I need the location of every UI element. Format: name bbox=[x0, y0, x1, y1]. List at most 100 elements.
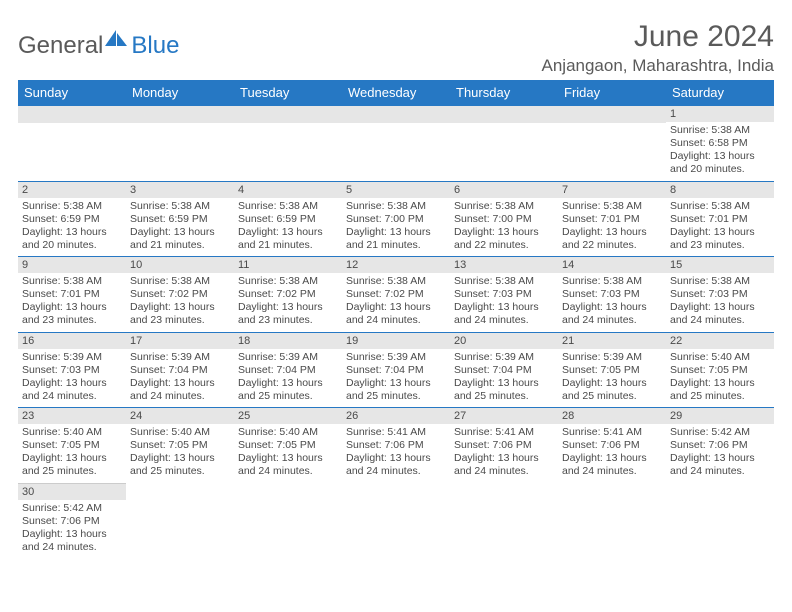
calendar-cell bbox=[450, 483, 558, 558]
calendar-cell bbox=[666, 483, 774, 558]
sunrise-text: Sunrise: 5:38 AM bbox=[562, 200, 662, 213]
sunset-text: Sunset: 7:01 PM bbox=[562, 213, 662, 226]
daynum-blank bbox=[558, 106, 666, 123]
day-header: Friday bbox=[558, 80, 666, 106]
logo-text-blue: Blue bbox=[131, 32, 179, 60]
day-header: Monday bbox=[126, 80, 234, 106]
cell-body: Sunrise: 5:39 AMSunset: 7:04 PMDaylight:… bbox=[450, 349, 558, 408]
sunrise-text: Sunrise: 5:38 AM bbox=[670, 200, 770, 213]
calendar-cell: 13Sunrise: 5:38 AMSunset: 7:03 PMDayligh… bbox=[450, 257, 558, 333]
daylight-text: Daylight: 13 hours and 23 minutes. bbox=[238, 301, 338, 327]
sunset-text: Sunset: 7:03 PM bbox=[562, 288, 662, 301]
cell-body: Sunrise: 5:39 AMSunset: 7:03 PMDaylight:… bbox=[18, 349, 126, 408]
day-number: 20 bbox=[450, 333, 558, 349]
sunrise-text: Sunrise: 5:38 AM bbox=[238, 200, 338, 213]
cell-body: Sunrise: 5:40 AMSunset: 7:05 PMDaylight:… bbox=[234, 424, 342, 483]
day-header: Saturday bbox=[666, 80, 774, 106]
day-number: 21 bbox=[558, 333, 666, 349]
daynum-blank bbox=[18, 106, 126, 123]
sunrise-text: Sunrise: 5:38 AM bbox=[130, 200, 230, 213]
day-number: 6 bbox=[450, 182, 558, 198]
daylight-text: Daylight: 13 hours and 22 minutes. bbox=[454, 226, 554, 252]
day-number: 15 bbox=[666, 257, 774, 273]
sunset-text: Sunset: 7:06 PM bbox=[22, 515, 122, 528]
calendar-cell: 18Sunrise: 5:39 AMSunset: 7:04 PMDayligh… bbox=[234, 332, 342, 408]
sunrise-text: Sunrise: 5:41 AM bbox=[562, 426, 662, 439]
sunset-text: Sunset: 7:05 PM bbox=[238, 439, 338, 452]
calendar-row: 16Sunrise: 5:39 AMSunset: 7:03 PMDayligh… bbox=[18, 332, 774, 408]
cell-body: Sunrise: 5:38 AMSunset: 7:03 PMDaylight:… bbox=[666, 273, 774, 332]
cell-body: Sunrise: 5:41 AMSunset: 7:06 PMDaylight:… bbox=[450, 424, 558, 483]
daylight-text: Daylight: 13 hours and 24 minutes. bbox=[22, 377, 122, 403]
day-number: 4 bbox=[234, 182, 342, 198]
sunrise-text: Sunrise: 5:41 AM bbox=[346, 426, 446, 439]
sunrise-text: Sunrise: 5:38 AM bbox=[670, 275, 770, 288]
daylight-text: Daylight: 13 hours and 25 minutes. bbox=[238, 377, 338, 403]
calendar-cell: 7Sunrise: 5:38 AMSunset: 7:01 PMDaylight… bbox=[558, 181, 666, 257]
sunset-text: Sunset: 6:58 PM bbox=[670, 137, 770, 150]
day-number: 19 bbox=[342, 333, 450, 349]
cell-body: Sunrise: 5:38 AMSunset: 7:00 PMDaylight:… bbox=[450, 198, 558, 257]
sunrise-text: Sunrise: 5:39 AM bbox=[454, 351, 554, 364]
daylight-text: Daylight: 13 hours and 25 minutes. bbox=[346, 377, 446, 403]
sunset-text: Sunset: 6:59 PM bbox=[130, 213, 230, 226]
cell-body: Sunrise: 5:38 AMSunset: 6:59 PMDaylight:… bbox=[126, 198, 234, 257]
calendar-cell bbox=[18, 106, 126, 182]
cell-body: Sunrise: 5:38 AMSunset: 6:58 PMDaylight:… bbox=[666, 122, 774, 181]
daynum-blank bbox=[342, 106, 450, 123]
sunrise-text: Sunrise: 5:42 AM bbox=[670, 426, 770, 439]
calendar-cell bbox=[234, 106, 342, 182]
daylight-text: Daylight: 13 hours and 22 minutes. bbox=[562, 226, 662, 252]
sunset-text: Sunset: 7:02 PM bbox=[238, 288, 338, 301]
daylight-text: Daylight: 13 hours and 25 minutes. bbox=[562, 377, 662, 403]
calendar-cell: 29Sunrise: 5:42 AMSunset: 7:06 PMDayligh… bbox=[666, 408, 774, 484]
daylight-text: Daylight: 13 hours and 23 minutes. bbox=[130, 301, 230, 327]
calendar-cell: 2Sunrise: 5:38 AMSunset: 6:59 PMDaylight… bbox=[18, 181, 126, 257]
calendar-cell: 26Sunrise: 5:41 AMSunset: 7:06 PMDayligh… bbox=[342, 408, 450, 484]
calendar-cell: 4Sunrise: 5:38 AMSunset: 6:59 PMDaylight… bbox=[234, 181, 342, 257]
daylight-text: Daylight: 13 hours and 24 minutes. bbox=[454, 452, 554, 478]
calendar-row: 9Sunrise: 5:38 AMSunset: 7:01 PMDaylight… bbox=[18, 257, 774, 333]
page-subtitle: Anjangaon, Maharashtra, India bbox=[542, 56, 775, 76]
sunset-text: Sunset: 7:02 PM bbox=[346, 288, 446, 301]
sunset-text: Sunset: 7:03 PM bbox=[454, 288, 554, 301]
calendar-row: 1Sunrise: 5:38 AMSunset: 6:58 PMDaylight… bbox=[18, 106, 774, 182]
day-header: Wednesday bbox=[342, 80, 450, 106]
cell-body: Sunrise: 5:41 AMSunset: 7:06 PMDaylight:… bbox=[558, 424, 666, 483]
cell-body: Sunrise: 5:40 AMSunset: 7:05 PMDaylight:… bbox=[126, 424, 234, 483]
calendar-cell: 6Sunrise: 5:38 AMSunset: 7:00 PMDaylight… bbox=[450, 181, 558, 257]
sunset-text: Sunset: 7:03 PM bbox=[670, 288, 770, 301]
calendar-cell: 25Sunrise: 5:40 AMSunset: 7:05 PMDayligh… bbox=[234, 408, 342, 484]
cell-body: Sunrise: 5:38 AMSunset: 7:01 PMDaylight:… bbox=[18, 273, 126, 332]
daylight-text: Daylight: 13 hours and 25 minutes. bbox=[130, 452, 230, 478]
calendar-cell: 27Sunrise: 5:41 AMSunset: 7:06 PMDayligh… bbox=[450, 408, 558, 484]
cell-body: Sunrise: 5:38 AMSunset: 6:59 PMDaylight:… bbox=[234, 198, 342, 257]
sunset-text: Sunset: 7:05 PM bbox=[562, 364, 662, 377]
daylight-text: Daylight: 13 hours and 23 minutes. bbox=[670, 226, 770, 252]
calendar-cell: 5Sunrise: 5:38 AMSunset: 7:00 PMDaylight… bbox=[342, 181, 450, 257]
day-number: 11 bbox=[234, 257, 342, 273]
calendar-cell bbox=[342, 106, 450, 182]
daylight-text: Daylight: 13 hours and 24 minutes. bbox=[562, 301, 662, 327]
sunrise-text: Sunrise: 5:40 AM bbox=[22, 426, 122, 439]
daylight-text: Daylight: 13 hours and 24 minutes. bbox=[346, 301, 446, 327]
cell-body: Sunrise: 5:38 AMSunset: 7:03 PMDaylight:… bbox=[450, 273, 558, 332]
sunrise-text: Sunrise: 5:38 AM bbox=[562, 275, 662, 288]
day-number: 27 bbox=[450, 408, 558, 424]
calendar-cell: 9Sunrise: 5:38 AMSunset: 7:01 PMDaylight… bbox=[18, 257, 126, 333]
cell-body: Sunrise: 5:39 AMSunset: 7:04 PMDaylight:… bbox=[234, 349, 342, 408]
calendar-cell: 10Sunrise: 5:38 AMSunset: 7:02 PMDayligh… bbox=[126, 257, 234, 333]
daylight-text: Daylight: 13 hours and 24 minutes. bbox=[346, 452, 446, 478]
day-number: 14 bbox=[558, 257, 666, 273]
page-title: June 2024 bbox=[542, 20, 775, 54]
sunrise-text: Sunrise: 5:38 AM bbox=[346, 200, 446, 213]
sunrise-text: Sunrise: 5:39 AM bbox=[238, 351, 338, 364]
sunset-text: Sunset: 7:05 PM bbox=[130, 439, 230, 452]
calendar-body: 1Sunrise: 5:38 AMSunset: 6:58 PMDaylight… bbox=[18, 106, 774, 559]
day-header: Tuesday bbox=[234, 80, 342, 106]
cell-body: Sunrise: 5:38 AMSunset: 7:02 PMDaylight:… bbox=[342, 273, 450, 332]
daylight-text: Daylight: 13 hours and 24 minutes. bbox=[130, 377, 230, 403]
calendar-cell: 15Sunrise: 5:38 AMSunset: 7:03 PMDayligh… bbox=[666, 257, 774, 333]
sunset-text: Sunset: 7:06 PM bbox=[346, 439, 446, 452]
sunrise-text: Sunrise: 5:40 AM bbox=[130, 426, 230, 439]
